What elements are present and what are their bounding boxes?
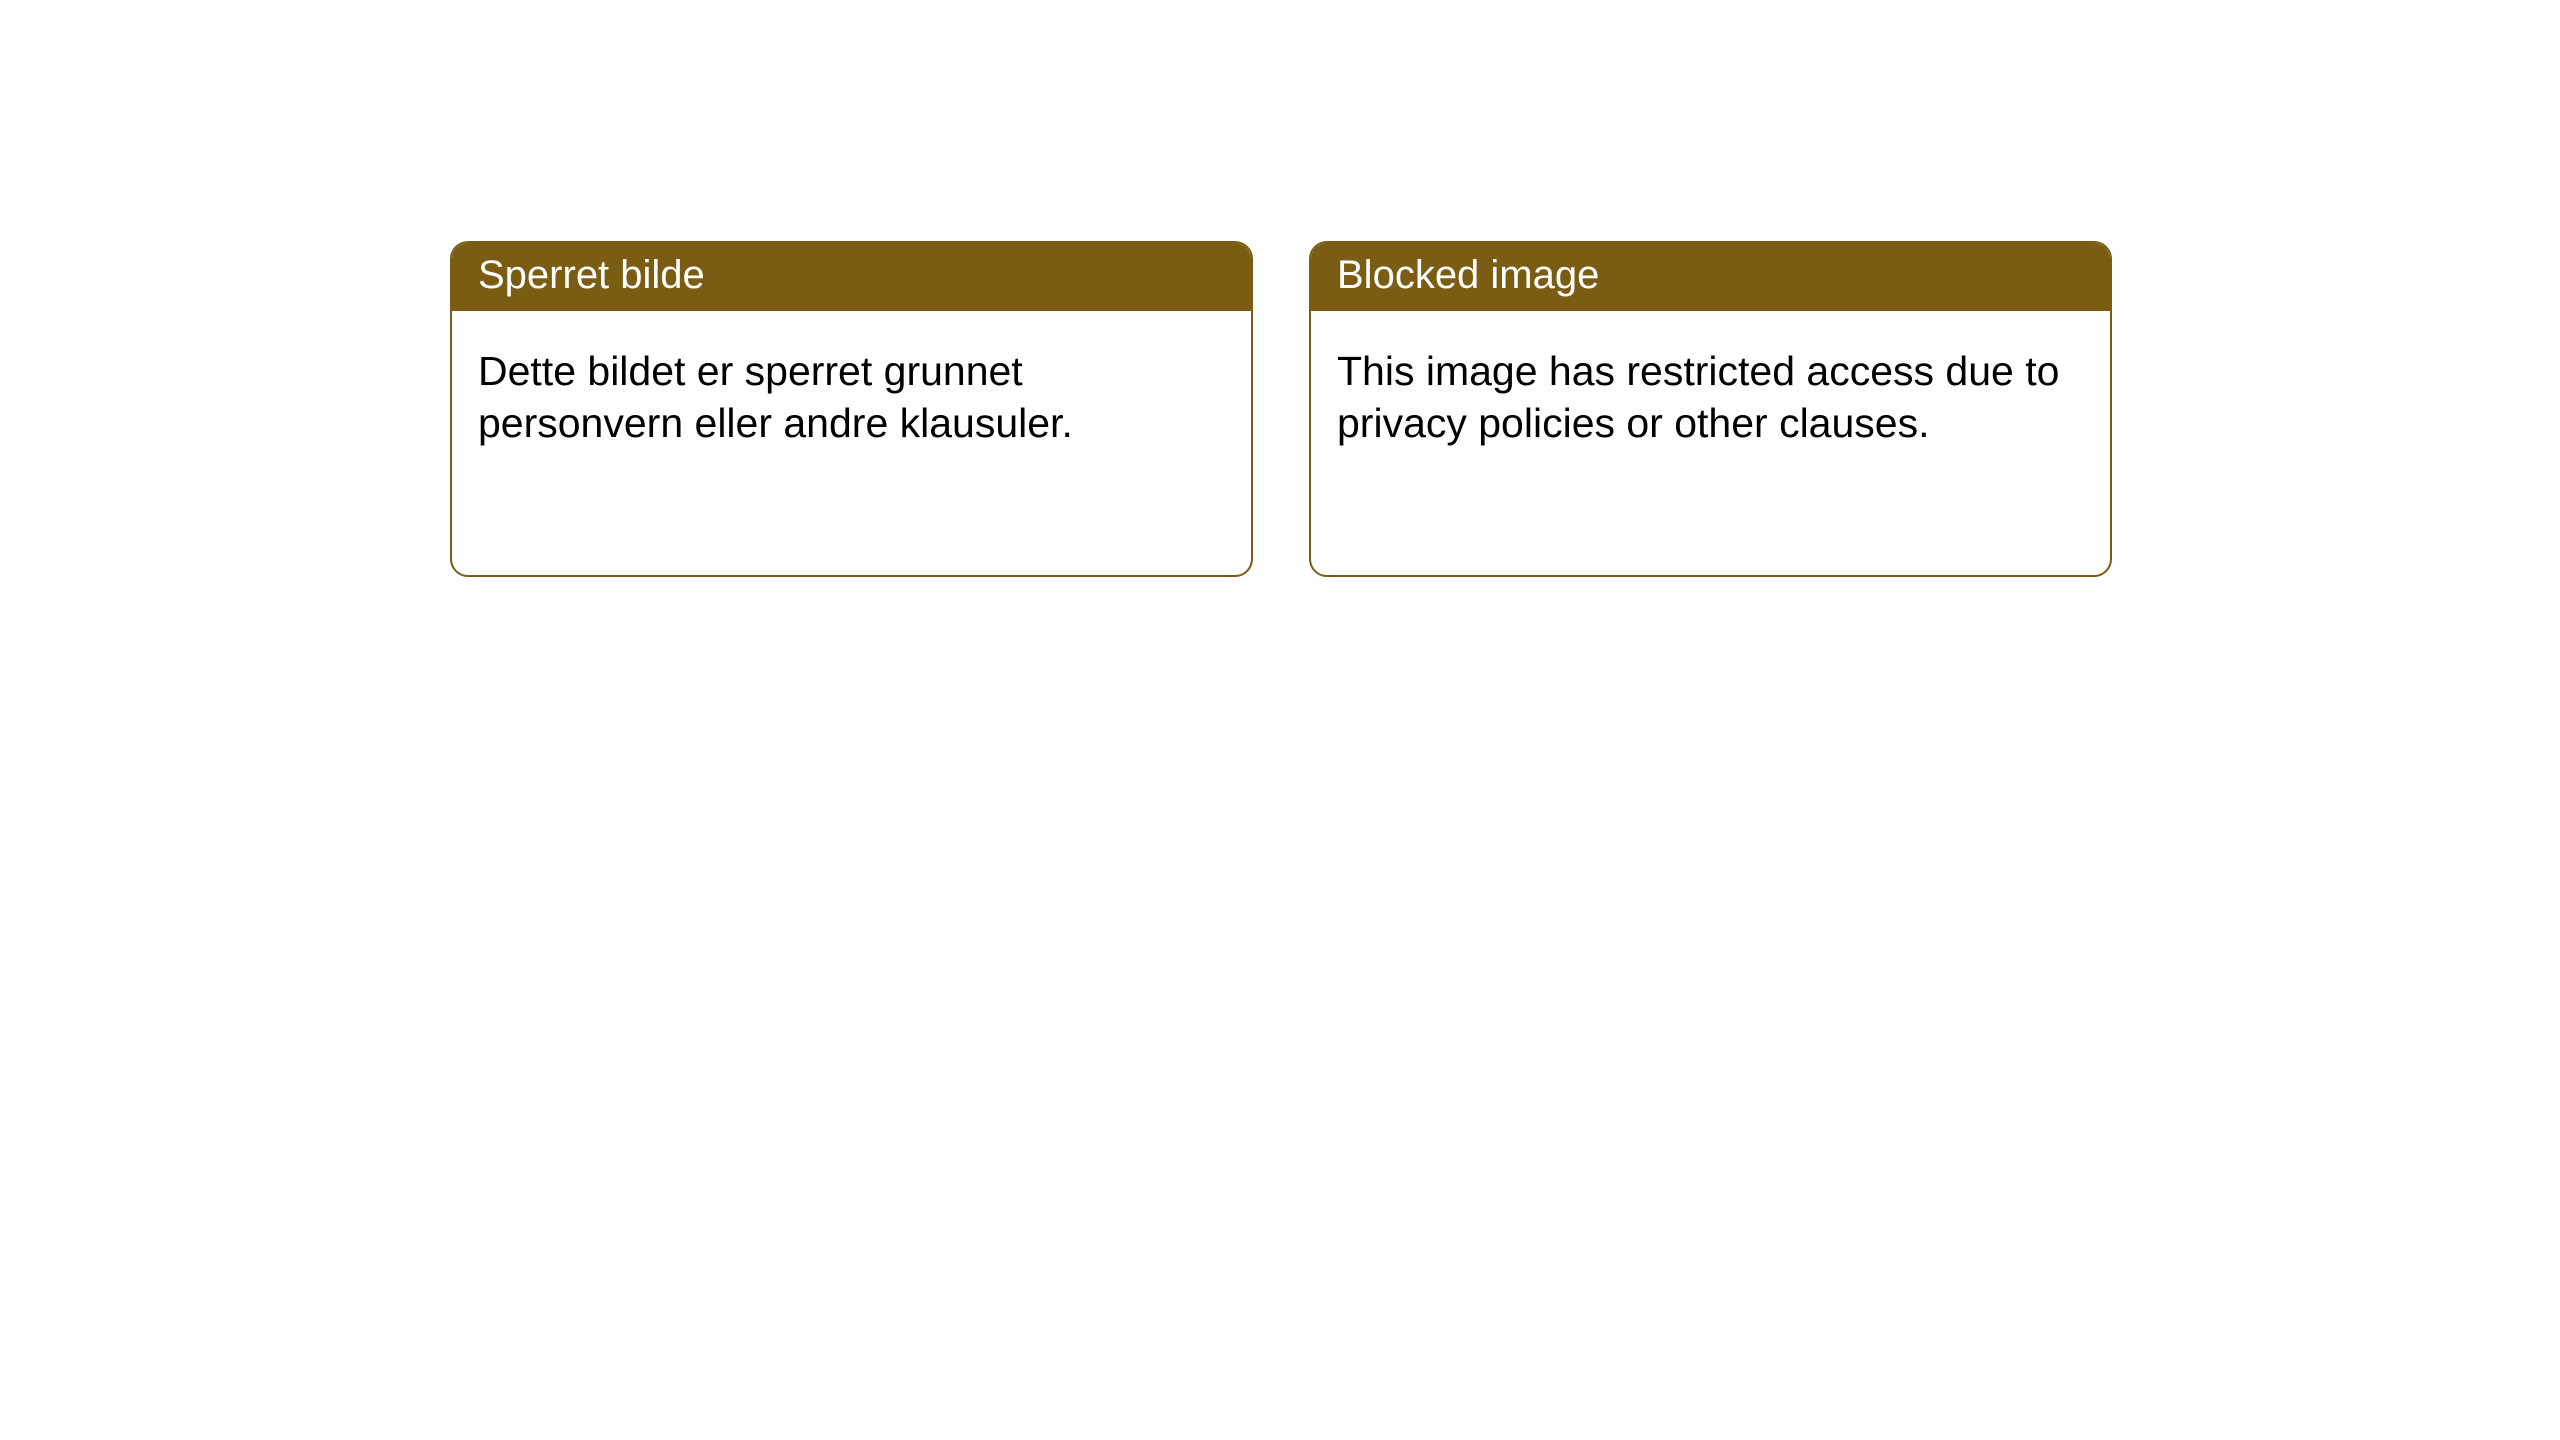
notice-title-en: Blocked image bbox=[1311, 243, 2110, 311]
notice-container: Sperret bilde Dette bildet er sperret gr… bbox=[450, 241, 2112, 577]
notice-box-no: Sperret bilde Dette bildet er sperret gr… bbox=[450, 241, 1253, 577]
notice-body-no: Dette bildet er sperret grunnet personve… bbox=[452, 311, 1251, 484]
notice-box-en: Blocked image This image has restricted … bbox=[1309, 241, 2112, 577]
notice-body-en: This image has restricted access due to … bbox=[1311, 311, 2110, 484]
notice-title-no: Sperret bilde bbox=[452, 243, 1251, 311]
